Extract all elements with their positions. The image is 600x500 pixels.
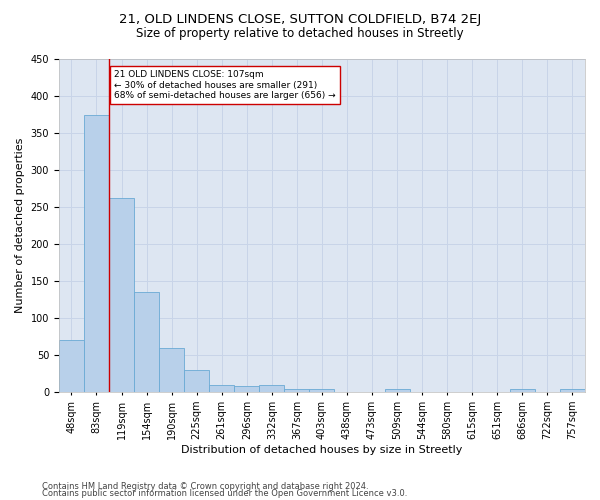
Bar bbox=[134, 292, 159, 392]
X-axis label: Distribution of detached houses by size in Streetly: Distribution of detached houses by size … bbox=[181, 445, 463, 455]
Bar bbox=[59, 340, 84, 392]
Text: Contains public sector information licensed under the Open Government Licence v3: Contains public sector information licen… bbox=[42, 490, 407, 498]
Bar bbox=[84, 114, 109, 392]
Text: Contains HM Land Registry data © Crown copyright and database right 2024.: Contains HM Land Registry data © Crown c… bbox=[42, 482, 368, 491]
Bar bbox=[385, 388, 410, 392]
Text: 21, OLD LINDENS CLOSE, SUTTON COLDFIELD, B74 2EJ: 21, OLD LINDENS CLOSE, SUTTON COLDFIELD,… bbox=[119, 12, 481, 26]
Y-axis label: Number of detached properties: Number of detached properties bbox=[15, 138, 25, 314]
Bar bbox=[259, 385, 284, 392]
Bar bbox=[184, 370, 209, 392]
Bar bbox=[510, 388, 535, 392]
Bar bbox=[234, 386, 259, 392]
Bar bbox=[560, 388, 585, 392]
Text: 21 OLD LINDENS CLOSE: 107sqm
← 30% of detached houses are smaller (291)
68% of s: 21 OLD LINDENS CLOSE: 107sqm ← 30% of de… bbox=[114, 70, 335, 100]
Bar bbox=[159, 348, 184, 393]
Bar bbox=[310, 388, 334, 392]
Bar bbox=[109, 198, 134, 392]
Bar bbox=[209, 385, 234, 392]
Bar bbox=[284, 388, 310, 392]
Text: Size of property relative to detached houses in Streetly: Size of property relative to detached ho… bbox=[136, 28, 464, 40]
